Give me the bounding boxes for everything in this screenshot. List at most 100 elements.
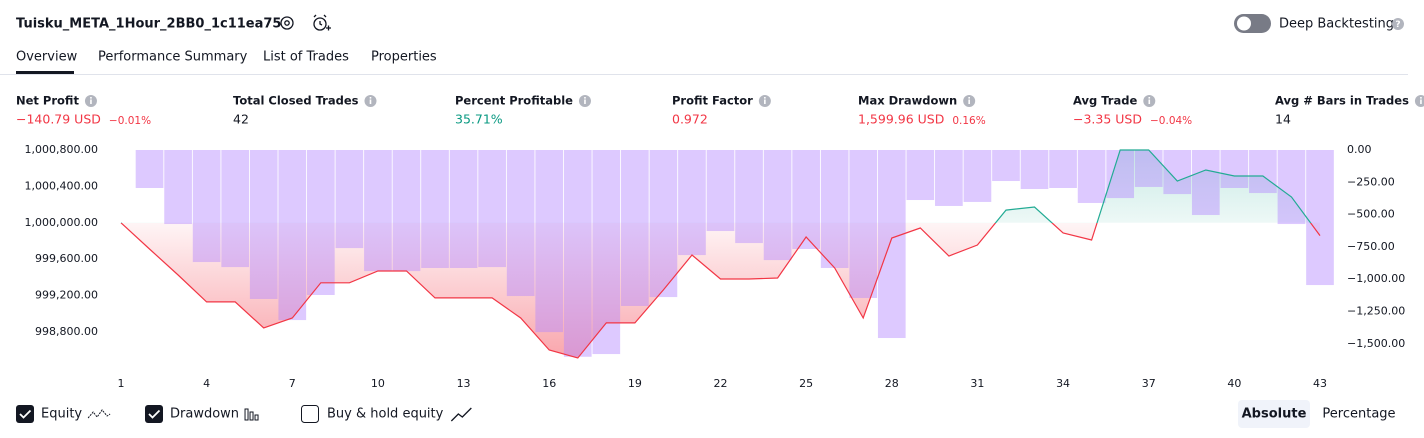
drawdown-bar: [249, 150, 278, 300]
drawdown-bar: [506, 150, 535, 297]
x-tick-label: 10: [371, 377, 385, 390]
checkbox-box: [16, 405, 34, 423]
tab[interactable]: Overview: [16, 50, 78, 65]
drawdown-bar: [164, 150, 192, 225]
y2-tick-label: −1,000.00: [1347, 272, 1405, 285]
drawdown-bar: [1249, 150, 1277, 194]
toggle-label: Deep Backtesting: [1279, 17, 1394, 32]
deep-backtesting-toggle[interactable]: [1234, 14, 1271, 33]
y2-tick-label: −1,500.00: [1347, 337, 1405, 350]
drawdown-bar: [392, 150, 421, 272]
active-tab-underline: [16, 71, 74, 74]
help-icon[interactable]: ?: [1392, 18, 1404, 30]
info-bar: [584, 99, 586, 104]
info-icon[interactable]: [1143, 95, 1156, 107]
y-tick-label: 998,800.00: [35, 325, 98, 338]
drawdown-bar: [535, 150, 564, 333]
info-icon[interactable]: [963, 95, 976, 107]
checkbox-tick: [19, 409, 32, 419]
drawdown-bar: [706, 150, 735, 232]
info-icon[interactable]: [84, 95, 97, 107]
drawdown-bar: [449, 150, 478, 268]
y-tick-label: 1,000,800.00: [25, 143, 98, 156]
metric-percent: −0.01%: [109, 115, 151, 127]
metric-value: 35.71%: [455, 112, 503, 127]
drawdown-bar: [992, 150, 1020, 182]
tab[interactable]: List of Trades: [263, 50, 349, 65]
drawdown-bar: [478, 150, 506, 268]
x-tick-label: 7: [289, 377, 296, 390]
y2-tick-label: 0.00: [1347, 143, 1372, 156]
drawdown-bar: [1191, 150, 1220, 216]
drawdown-bar: [1220, 150, 1249, 188]
checkbox[interactable]: [301, 405, 319, 423]
drawdown-bar: [792, 150, 820, 249]
drawdown-bar: [192, 150, 221, 263]
y2-tick-label: −750.00: [1347, 240, 1395, 253]
drawdown-bar: [364, 150, 392, 272]
metric-value: 42: [233, 112, 249, 127]
x-tick-label: 40: [1227, 377, 1241, 390]
info-dot: [764, 97, 766, 99]
info-circle: [1414, 95, 1424, 107]
metric-label: Max Drawdown: [858, 94, 957, 108]
drawdown-bar: [592, 150, 621, 355]
drawdown-bar: [221, 150, 250, 268]
checkbox-box: [301, 405, 319, 423]
x-tick-label: 43: [1313, 377, 1327, 390]
tab-separator: [0, 74, 1408, 75]
drawdown-bar: [1049, 150, 1077, 188]
drawdown-bar: [877, 150, 906, 339]
drawdown-bar: [963, 150, 992, 202]
legend-label: Drawdown: [170, 407, 239, 422]
mode-button[interactable]: Absolute: [1242, 407, 1307, 422]
tab[interactable]: Properties: [371, 50, 437, 65]
info-icon[interactable]: [364, 95, 377, 107]
checkbox[interactable]: [16, 405, 34, 423]
metric-label: Net Profit: [16, 94, 79, 108]
mode-button[interactable]: Percentage: [1322, 407, 1395, 422]
metric-label: Avg Trade: [1073, 94, 1137, 108]
svg-text:?: ?: [1395, 20, 1400, 30]
info-dot: [369, 97, 372, 99]
drawdown-bar: [649, 150, 678, 298]
info-dot: [968, 97, 970, 99]
info-icon[interactable]: [578, 95, 591, 107]
drawdown-bar: [1106, 150, 1135, 199]
drawdown-bar: [935, 150, 963, 206]
drawdown-bar: [563, 150, 592, 357]
checkbox[interactable]: [145, 405, 163, 423]
info-icon[interactable]: [1414, 95, 1424, 107]
equity-icon: [87, 409, 111, 419]
metric-label: Profit Factor: [672, 94, 753, 108]
info-bar: [1420, 99, 1422, 104]
drawdown-bar: [763, 150, 792, 261]
metric-value: 14: [1275, 112, 1291, 127]
buy-hold-icon: [450, 407, 472, 422]
info-bar: [90, 99, 92, 104]
metric-percent: −0.04%: [1150, 115, 1192, 127]
settings-icon[interactable]: [280, 16, 294, 30]
info-icon[interactable]: [758, 95, 771, 107]
x-tick-label: 31: [970, 377, 984, 390]
tab[interactable]: Performance Summary: [98, 50, 248, 65]
drawdown-bar: [735, 150, 763, 244]
x-tick-label: 37: [1142, 377, 1156, 390]
x-tick-label: 13: [457, 377, 471, 390]
drawdown-bar: [1077, 150, 1106, 203]
x-tick-label: 16: [542, 377, 556, 390]
drawdown-bar: [1020, 150, 1049, 190]
drawdown-bar: [335, 150, 364, 249]
equity-line: [120, 149, 1321, 359]
x-tick-label: 19: [628, 377, 642, 390]
metric-value: 0.972: [672, 112, 708, 127]
drawdown-bar: [421, 150, 449, 268]
checkbox-box: [145, 405, 163, 423]
x-tick-label: 34: [1056, 377, 1070, 390]
metric-value: −3.35 USD: [1073, 112, 1142, 127]
info-dot: [584, 97, 586, 99]
alert-icon[interactable]: [313, 14, 331, 31]
drawdown-bar: [278, 150, 307, 321]
checkbox-tick: [148, 409, 161, 419]
